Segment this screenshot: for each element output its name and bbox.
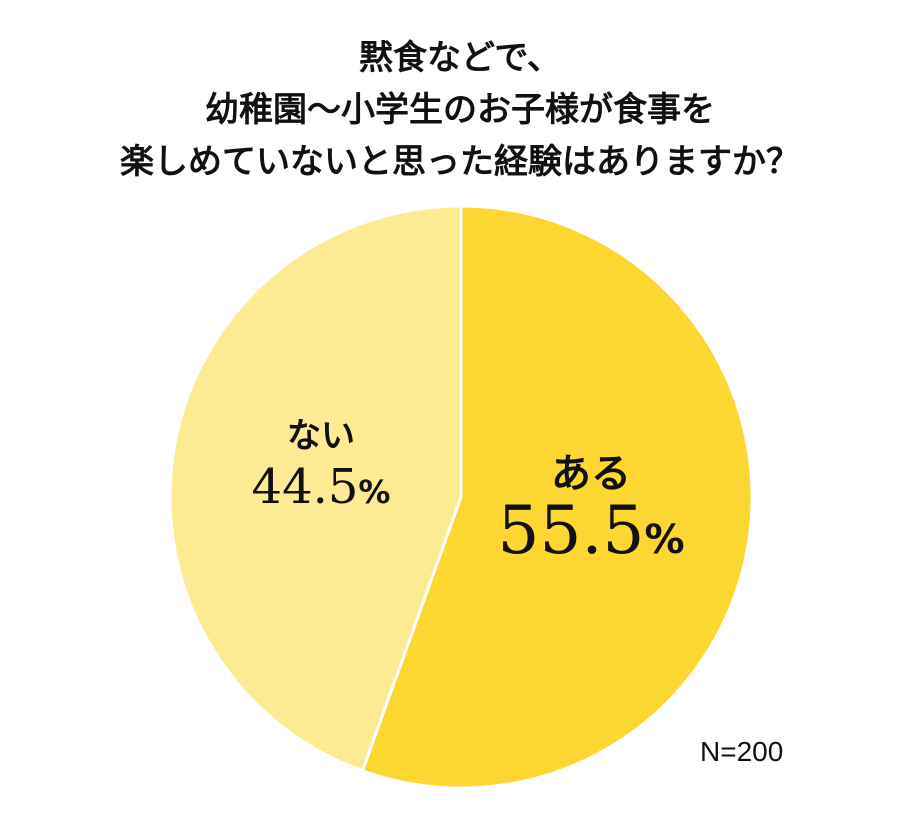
pie-slice-yes (360, 204, 754, 790)
pie-slices (168, 204, 754, 790)
chart-title-line-1: 黙食などで、 (359, 38, 561, 78)
slice-value-no: 44.5% (252, 459, 391, 515)
chart-title-line-3: 楽しめていないと思った経験はありますか？ (120, 142, 800, 182)
chart-title-line-2: 幼稚園～小学生のお子様が食事を (205, 90, 715, 130)
sample-size-note: N=200 (700, 736, 784, 767)
pie-slice-no (168, 204, 463, 773)
chart-title: 黙食などで、 幼稚園～小学生のお子様が食事を 楽しめていないと思った経験はありま… (0, 32, 920, 188)
slice-value-yes: 55.5% (497, 492, 684, 569)
slice-label-no: ない (287, 416, 355, 456)
slice-label-yes: ある (551, 451, 631, 497)
